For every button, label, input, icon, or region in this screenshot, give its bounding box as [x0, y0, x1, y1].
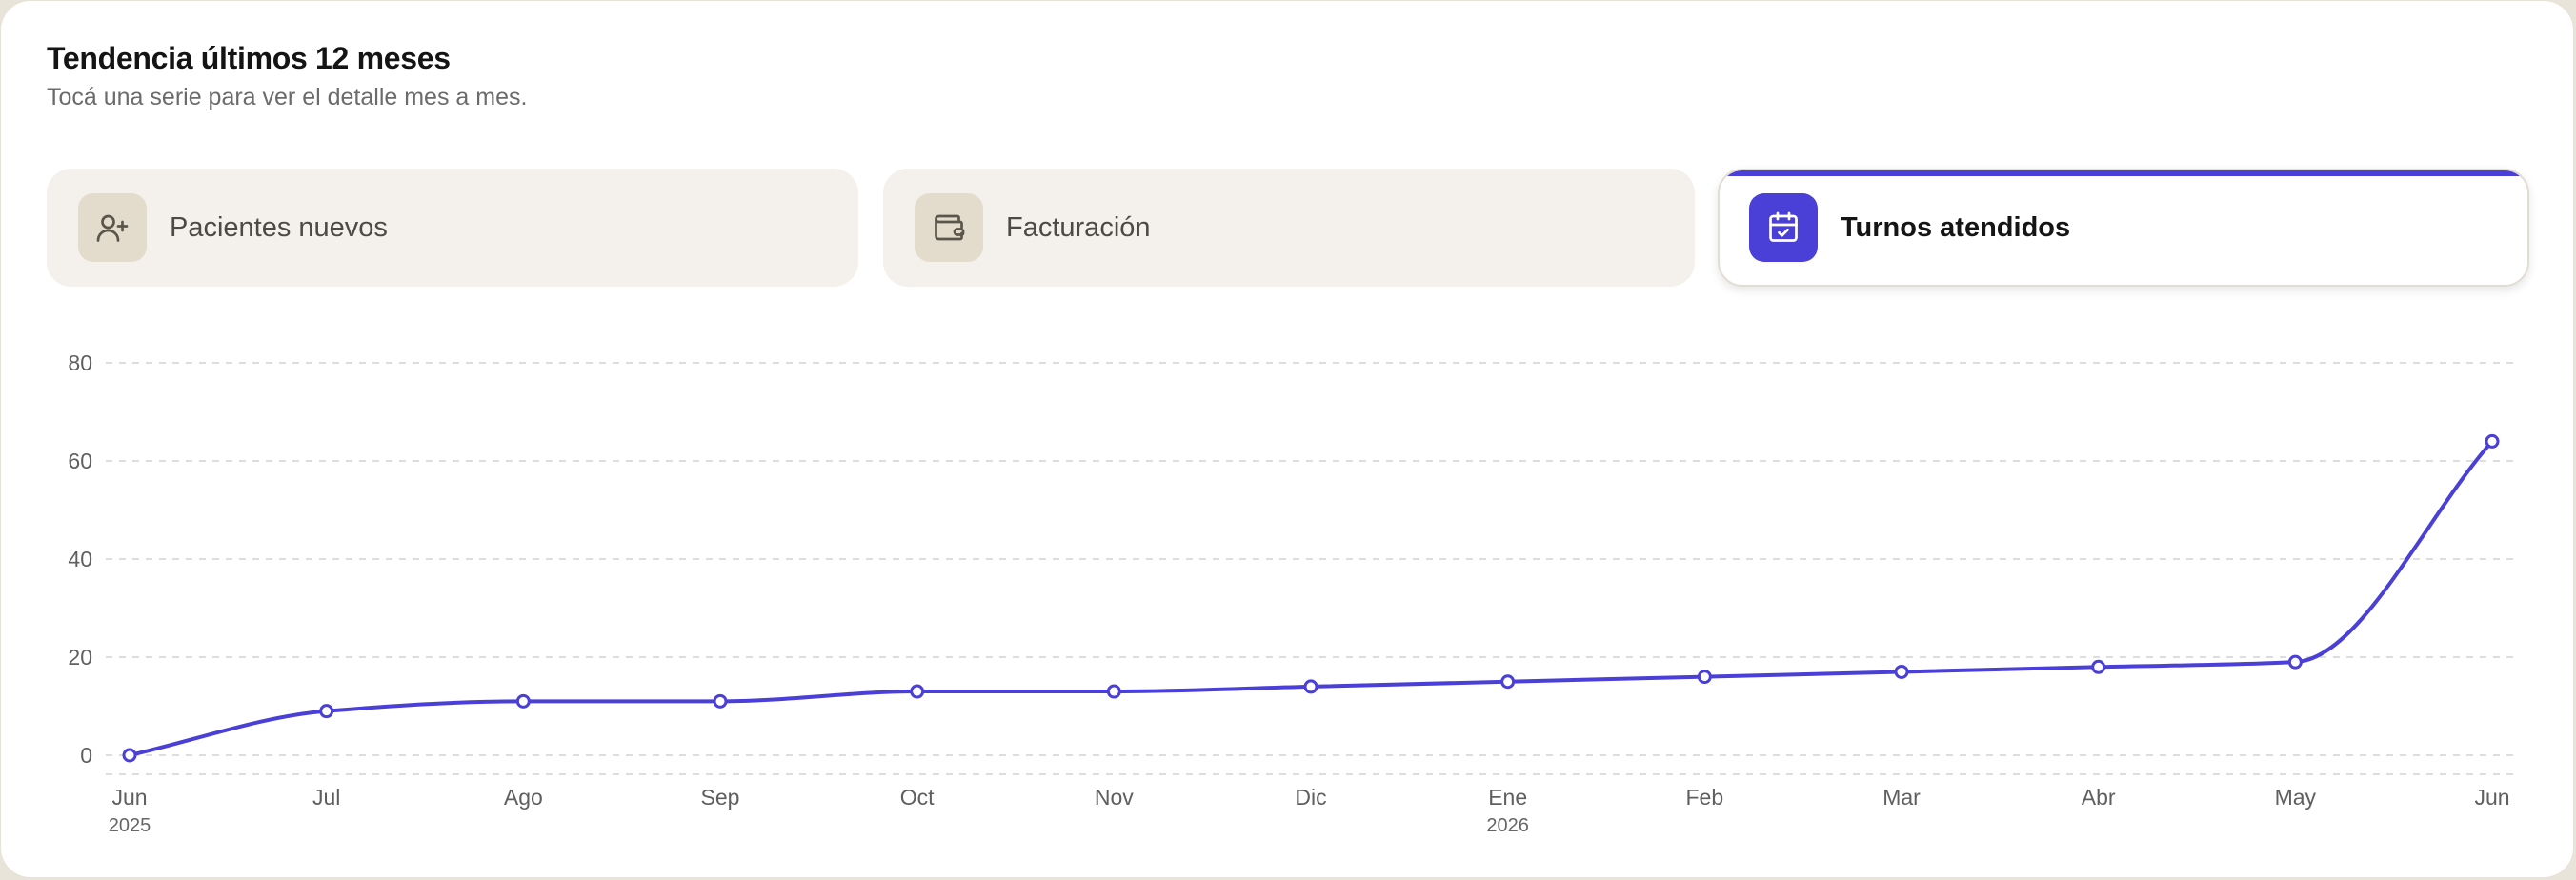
tab-label: Turnos atendidos	[1841, 211, 2071, 243]
x-tick-label: Jun	[2474, 785, 2509, 810]
data-point	[1697, 670, 1712, 685]
wallet-icon	[915, 193, 983, 262]
x-year-label: 2026	[1486, 815, 1529, 836]
series-line	[129, 440, 2494, 757]
y-tick-label: 60	[68, 449, 92, 473]
y-tick-label: 80	[68, 350, 92, 375]
card-subtitle: Tocá una serie para ver el detalle mes a…	[47, 84, 528, 110]
x-tick-label: Oct	[900, 785, 935, 810]
x-tick-label: Ene	[1488, 785, 1527, 810]
calendar-check-icon	[1749, 193, 1818, 262]
x-tick-label: Jul	[312, 785, 340, 810]
y-tick-label: 20	[68, 645, 92, 670]
card-title: Tendencia últimos 12 meses	[47, 41, 451, 75]
data-point	[2485, 433, 2500, 449]
data-point	[910, 684, 925, 699]
y-tick-label: 40	[68, 547, 92, 571]
x-tick-label: Abr	[2082, 785, 2116, 810]
data-point	[122, 748, 137, 763]
data-point	[1106, 684, 1121, 699]
tab-label: Pacientes nuevos	[170, 211, 388, 243]
x-tick-label: Feb	[1686, 785, 1724, 810]
y-tick-label: 0	[80, 743, 92, 768]
data-point	[713, 693, 728, 709]
x-tick-label: Nov	[1095, 785, 1134, 810]
data-point	[1500, 674, 1516, 690]
x-tick-label: Mar	[1882, 785, 1921, 810]
tab-facturacion[interactable]: Facturación	[883, 169, 1695, 287]
x-tick-label: May	[2275, 785, 2317, 810]
data-point	[2091, 659, 2106, 674]
tab-pacientes-nuevos[interactable]: Pacientes nuevos	[47, 169, 858, 287]
data-point	[319, 704, 334, 719]
tab-turnos-atendidos[interactable]: Turnos atendidos	[1718, 169, 2529, 287]
tab-label: Facturación	[1006, 211, 1151, 243]
x-year-label: 2025	[109, 815, 151, 836]
data-point	[515, 693, 531, 709]
x-tick-label: Jun	[111, 785, 147, 810]
x-tick-label: Ago	[504, 785, 543, 810]
x-tick-label: Dic	[1295, 785, 1326, 810]
trend-line-chart: 0 20 40 60 80 Jun Jul Ago Sep Oct Nov Dic Ene Feb Mar A…	[68, 350, 2516, 836]
x-tick-label: Sep	[701, 785, 740, 810]
data-point	[2287, 654, 2303, 670]
user-plus-icon	[78, 193, 147, 262]
data-point	[1894, 664, 1909, 679]
data-point	[1303, 679, 1318, 694]
